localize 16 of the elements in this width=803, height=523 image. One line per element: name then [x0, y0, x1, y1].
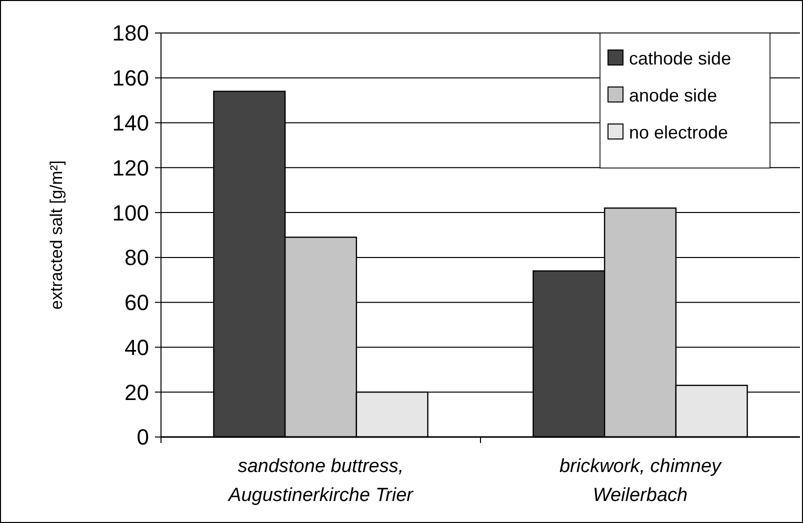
y-tick-label: 120 — [112, 155, 149, 180]
y-tick-label: 140 — [112, 110, 149, 136]
y-tick-label: 20 — [124, 380, 149, 405]
y-tick-label: 0 — [136, 424, 149, 450]
legend-label: anode side — [629, 85, 718, 106]
y-axis-title: extracted salt [g/m²] — [47, 160, 66, 310]
x-tick-label: brickwork, chimney Weilerbach — [559, 456, 723, 506]
y-tick-label: 180 — [112, 20, 149, 46]
x-tick-label: sandstone buttress, Augustinerkirche Trier — [228, 456, 414, 506]
y-tick-label: 60 — [124, 290, 149, 316]
y-tick-label: 80 — [124, 245, 149, 270]
legend-label: cathode side — [629, 48, 732, 68]
y-tick-label: 100 — [112, 200, 149, 226]
legend-label: no electrode — [629, 122, 728, 142]
y-tick-label: 160 — [112, 66, 149, 91]
y-tick-label: 40 — [124, 334, 149, 360]
